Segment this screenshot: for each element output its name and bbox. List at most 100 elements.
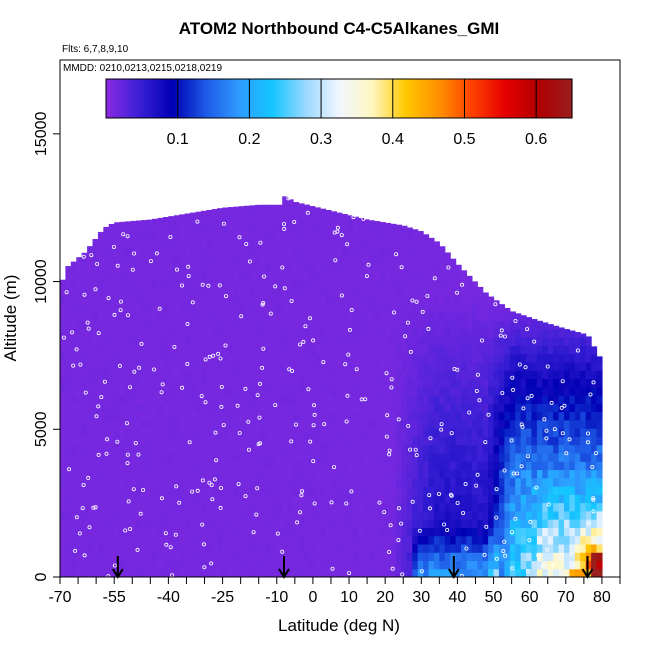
heatmap-cell bbox=[179, 535, 186, 545]
heatmap-cell bbox=[526, 552, 533, 562]
heatmap-cell bbox=[195, 395, 202, 404]
heatmap-cell bbox=[569, 411, 576, 421]
heatmap-cell bbox=[379, 452, 386, 462]
heatmap-cell bbox=[325, 287, 332, 297]
observation-point bbox=[303, 324, 308, 329]
heatmap-cell bbox=[320, 452, 327, 462]
heatmap-cell bbox=[206, 535, 213, 545]
heatmap-cell bbox=[564, 519, 571, 528]
colorbar-segment bbox=[306, 79, 311, 118]
heatmap-cell bbox=[390, 477, 397, 487]
heatmap-cell bbox=[195, 510, 202, 520]
observation-point bbox=[125, 234, 130, 239]
heatmap-cell bbox=[152, 452, 159, 462]
heatmap-cell bbox=[374, 353, 381, 363]
heatmap-cell bbox=[255, 519, 262, 528]
heatmap-cell bbox=[65, 494, 72, 504]
heatmap-cell bbox=[70, 395, 77, 404]
heatmap-cell bbox=[580, 378, 587, 388]
heatmap-cell bbox=[379, 287, 386, 297]
heatmap-cell bbox=[352, 486, 359, 495]
heatmap-cell bbox=[536, 535, 543, 545]
heatmap-cell bbox=[320, 510, 327, 520]
heatmap-cell bbox=[574, 461, 581, 471]
colorbar-segment bbox=[505, 79, 509, 118]
heatmap-cell bbox=[574, 411, 581, 421]
heatmap-cell bbox=[222, 246, 229, 255]
heatmap-cell bbox=[81, 345, 88, 355]
observation-point bbox=[544, 436, 549, 441]
heatmap-cell bbox=[488, 312, 495, 322]
colorbar-tick-label: 0.5 bbox=[453, 131, 475, 148]
heatmap-cell bbox=[125, 502, 132, 512]
heatmap-cell bbox=[320, 494, 327, 504]
heatmap-cell bbox=[444, 428, 451, 437]
heatmap-cell bbox=[509, 328, 516, 338]
heatmap-cell bbox=[309, 403, 316, 413]
heatmap-cell bbox=[320, 370, 327, 380]
heatmap-cell bbox=[103, 403, 110, 413]
heatmap-cell bbox=[406, 502, 413, 512]
y-tick-label: 5000 bbox=[33, 411, 50, 447]
heatmap-cell bbox=[238, 477, 245, 487]
heatmap-cell bbox=[206, 279, 213, 289]
heatmap-cell bbox=[146, 345, 153, 355]
heatmap-cell bbox=[168, 436, 175, 446]
heatmap-cell bbox=[433, 395, 440, 404]
observation-point bbox=[254, 512, 259, 517]
heatmap-cell bbox=[97, 304, 104, 313]
heatmap-cell bbox=[309, 469, 316, 479]
heatmap-cell bbox=[385, 279, 392, 289]
heatmap-cell bbox=[135, 254, 142, 264]
heatmap-cell bbox=[108, 287, 115, 297]
heatmap-cell bbox=[347, 452, 354, 462]
heatmap-cell bbox=[498, 527, 505, 537]
heatmap-cell bbox=[222, 411, 229, 421]
heatmap-cell bbox=[396, 279, 403, 289]
heatmap-cell bbox=[76, 370, 83, 380]
heatmap-cell bbox=[260, 262, 267, 272]
observation-point bbox=[331, 465, 336, 470]
heatmap-cell bbox=[553, 527, 560, 537]
heatmap-cell bbox=[433, 328, 440, 338]
heatmap-cell bbox=[596, 519, 603, 528]
heatmap-cell bbox=[103, 560, 110, 570]
heatmap-cell bbox=[303, 370, 310, 380]
heatmap-cell bbox=[564, 403, 571, 413]
observation-point bbox=[426, 326, 431, 331]
heatmap-cell bbox=[233, 477, 240, 487]
heatmap-cell bbox=[444, 345, 451, 355]
heatmap-cell bbox=[498, 535, 505, 545]
observation-point bbox=[308, 439, 313, 444]
colorbar-segment bbox=[493, 79, 497, 118]
heatmap-cell bbox=[455, 328, 462, 338]
heatmap-cell bbox=[298, 419, 305, 429]
heatmap-cell bbox=[303, 477, 310, 487]
heatmap-cell bbox=[103, 510, 110, 520]
heatmap-cell bbox=[125, 519, 132, 528]
heatmap-cell bbox=[406, 312, 413, 322]
heatmap-cell bbox=[330, 211, 337, 214]
colorbar-segment bbox=[216, 79, 221, 118]
observation-point bbox=[177, 500, 182, 505]
heatmap-cell bbox=[498, 436, 505, 446]
heatmap-cell bbox=[125, 469, 132, 479]
heatmap-cell bbox=[265, 279, 272, 289]
heatmap-cell bbox=[482, 370, 489, 380]
heatmap-cell bbox=[249, 452, 256, 462]
heatmap-cell bbox=[558, 510, 565, 520]
heatmap-cell bbox=[282, 502, 289, 512]
heatmap-cell bbox=[179, 403, 186, 413]
heatmap-cell bbox=[97, 419, 104, 429]
heatmap-cell bbox=[531, 386, 538, 396]
heatmap-cell bbox=[103, 226, 110, 231]
heatmap-cell bbox=[217, 469, 224, 479]
heatmap-cell bbox=[504, 320, 511, 330]
heatmap-cell bbox=[396, 224, 403, 231]
heatmap-cell bbox=[238, 428, 245, 437]
heatmap-cell bbox=[341, 353, 348, 363]
observation-point bbox=[244, 242, 249, 247]
heatmap-cell bbox=[406, 254, 413, 264]
heatmap-cell bbox=[363, 254, 370, 264]
heatmap-cell bbox=[255, 237, 262, 247]
